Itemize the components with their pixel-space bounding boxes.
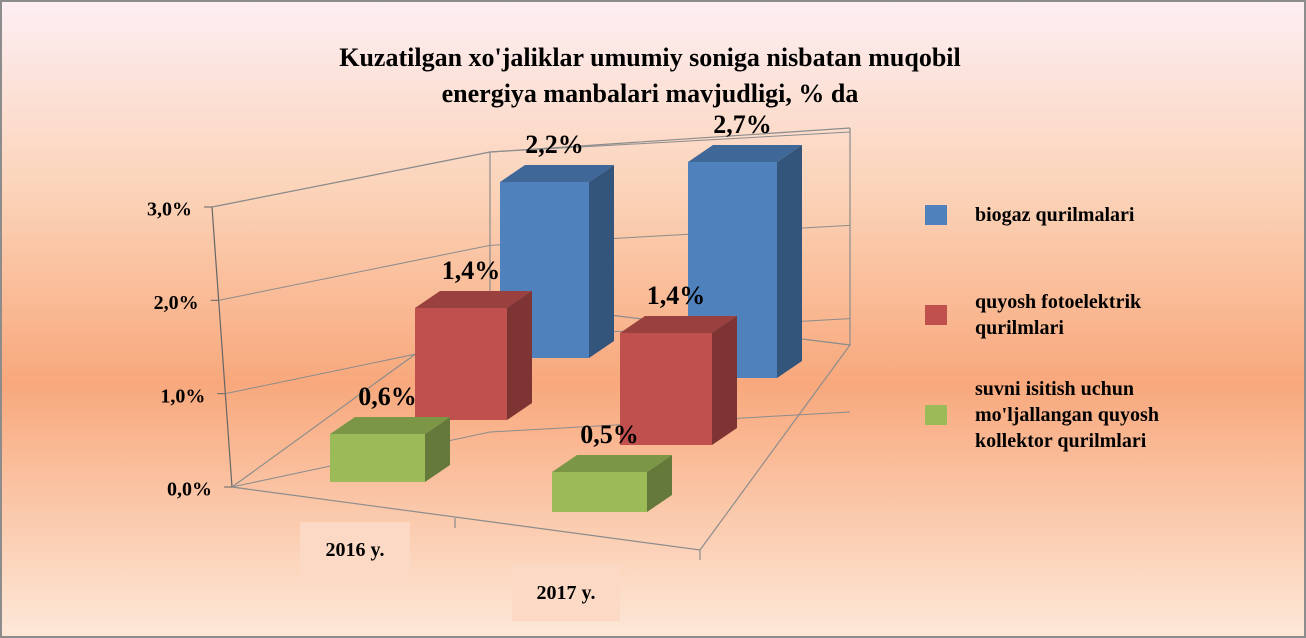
- bar-top: [688, 145, 802, 162]
- bar-top: [330, 417, 450, 434]
- data-label: 0,6%: [358, 382, 417, 411]
- legend-swatch: [925, 205, 947, 225]
- legend-swatch: [925, 405, 947, 425]
- bar: [415, 291, 532, 420]
- data-label: 0,5%: [580, 420, 639, 449]
- data-label: 2,7%: [713, 110, 772, 139]
- bar-front: [330, 434, 425, 482]
- chart-title: Kuzatilgan xo'jaliklar umumiy soniga nis…: [339, 43, 961, 108]
- bar-top: [500, 165, 614, 182]
- bar-top: [552, 455, 672, 472]
- bar-front: [552, 472, 647, 512]
- y-tick-label: 1,0%: [160, 385, 205, 407]
- legend-label: suvni isitish uchun mo'ljallangan quyosh…: [975, 378, 1159, 452]
- legend-item: quyosh fotoelektrik qurilmlari: [925, 265, 1225, 365]
- data-label: 1,4%: [647, 281, 706, 310]
- bar-side: [712, 316, 737, 445]
- bar-side: [589, 165, 614, 358]
- y-axis: [211, 206, 233, 488]
- bar: [620, 316, 737, 445]
- bar-front: [415, 308, 507, 420]
- bar: [330, 417, 450, 482]
- legend-label: quyosh fotoelektrik qurilmlari: [975, 291, 1142, 339]
- legend: biogaz qurilmalari quyosh fotoelektrik qu…: [925, 165, 1225, 465]
- y-tick-label: 0,0%: [167, 479, 212, 501]
- data-label: 2,2%: [525, 130, 584, 159]
- x-tick-label: 2017 y.: [512, 565, 620, 621]
- legend-label: biogaz qurilmalari: [975, 204, 1135, 226]
- grid-line: [211, 131, 851, 208]
- bar-front: [620, 333, 712, 445]
- bar: [552, 455, 672, 512]
- bar-side: [647, 455, 672, 512]
- bar-side: [425, 417, 450, 482]
- bar-top: [620, 316, 737, 333]
- legend-item: suvni isitish uchun mo'ljallangan quyosh…: [925, 365, 1225, 465]
- legend-item: biogaz qurilmalari: [925, 165, 1225, 265]
- y-tick-label: 3,0%: [147, 199, 192, 221]
- legend-swatch: [925, 305, 947, 325]
- bar-side: [507, 291, 532, 420]
- bar-side: [777, 145, 802, 378]
- bar-top: [415, 291, 532, 308]
- x-tick-label: 2016 y.: [300, 522, 410, 578]
- data-label: 1,4%: [442, 256, 501, 285]
- y-tick-label: 2,0%: [154, 292, 199, 314]
